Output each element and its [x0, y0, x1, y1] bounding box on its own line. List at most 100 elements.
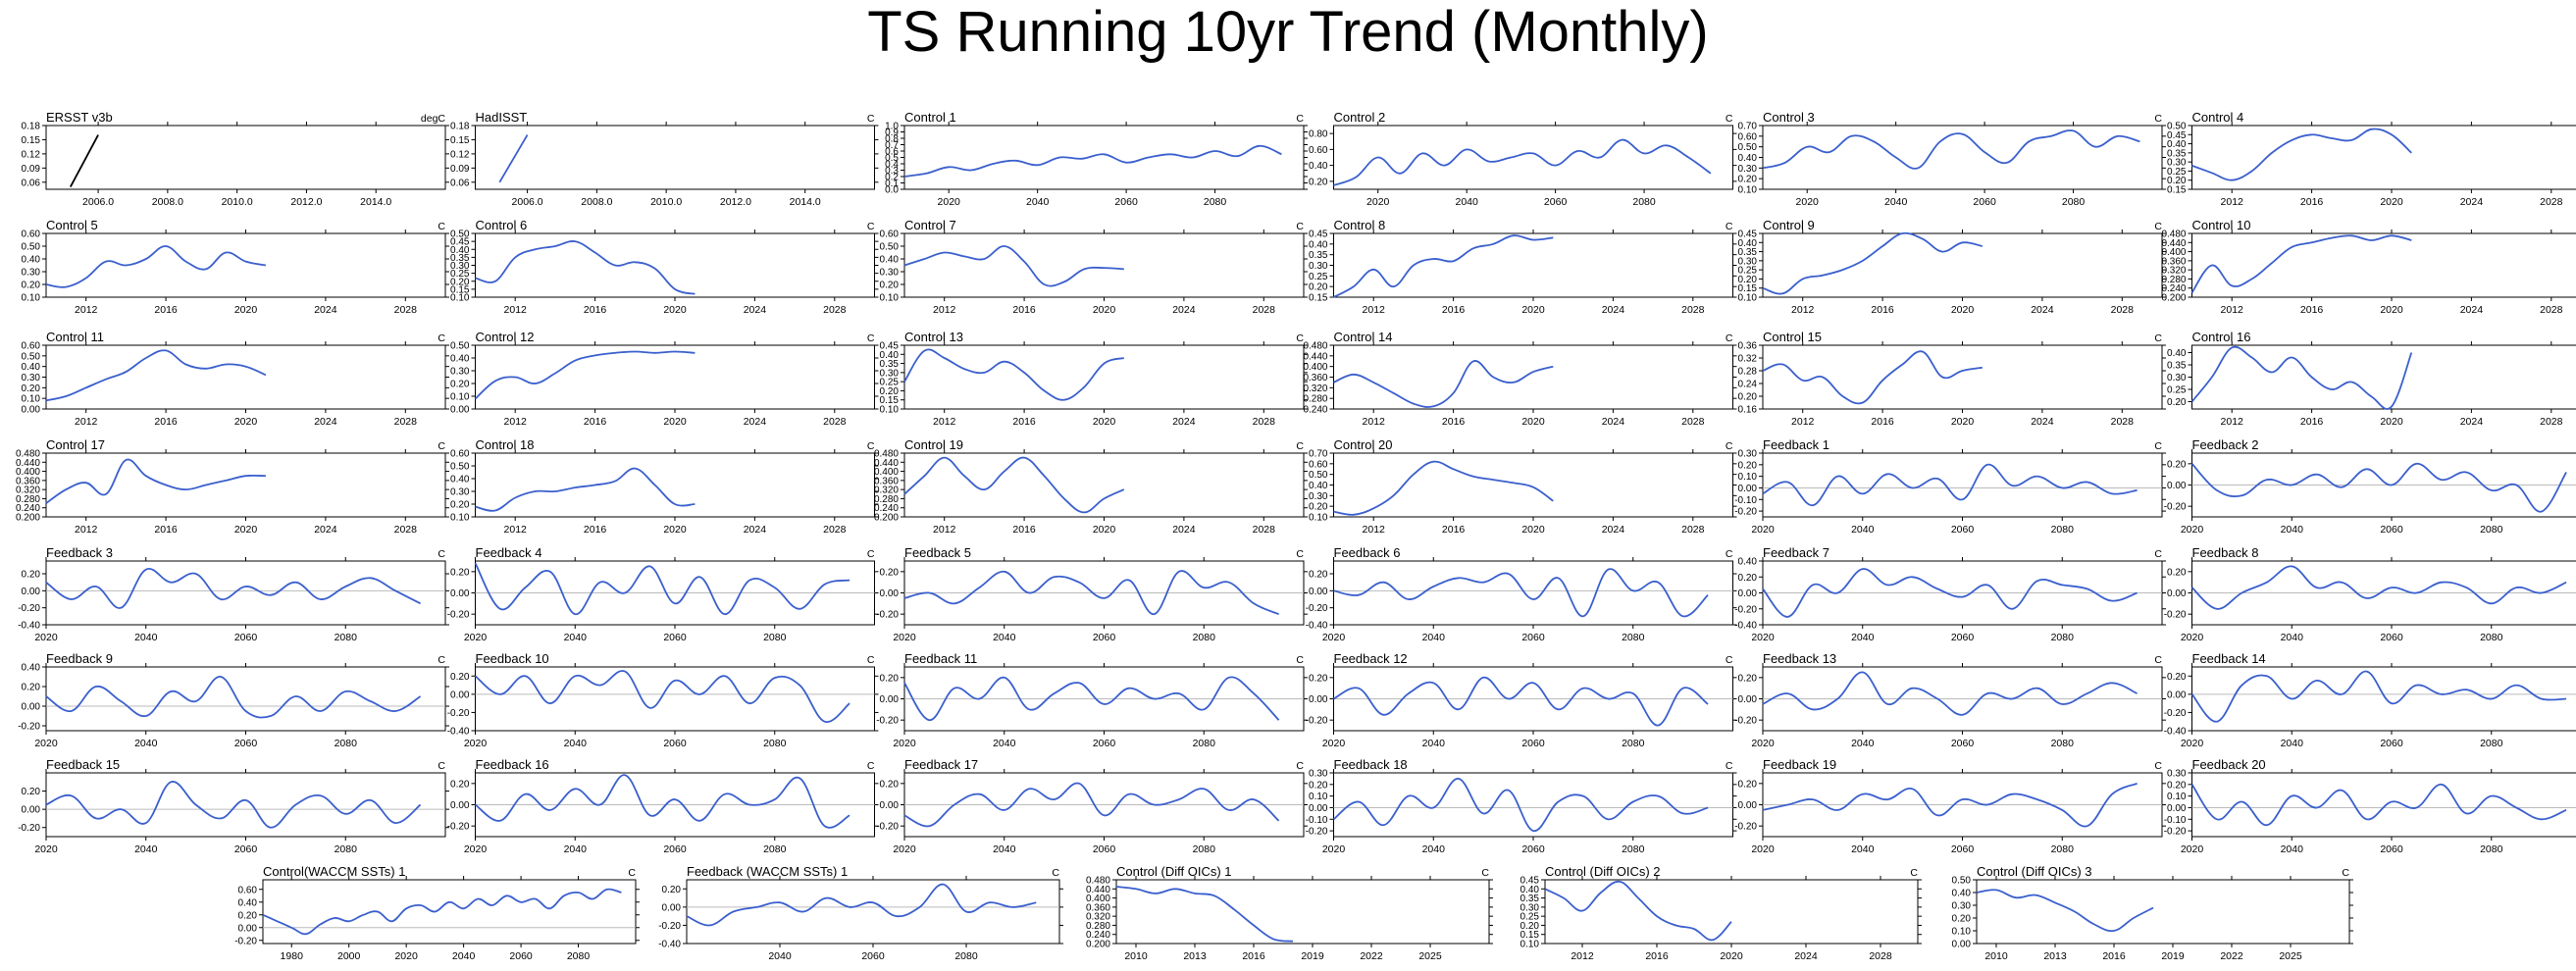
x-tick-label: 2020 — [1951, 416, 1975, 428]
panel-18: 0.200.25 0.300.35 0.40 2012 2016 2020 2024 2028… — [2167, 330, 2576, 428]
x-tick-label: 2012 — [2221, 304, 2244, 316]
panel-47: 0.00 0.10 0.20 0.30 0.40 0.50 2010 2013 2016 2019… — [1952, 864, 2353, 962]
x-tick-label: 2020 — [34, 632, 58, 643]
y-tick-label: 0.40 — [1738, 153, 1758, 164]
series-line — [1333, 460, 1554, 516]
x-tick-label: 2016 — [2300, 416, 2324, 428]
y-tick-label: 0.20 — [450, 277, 470, 287]
panel-title: Feedback (WACCM SSTs) 1 — [687, 864, 848, 879]
panel-units: C — [1296, 440, 1304, 452]
x-tick-label: 2016 — [2300, 304, 2324, 316]
panel-title: Control 20 — [1334, 437, 1393, 452]
x-tick-label: 2024 — [1602, 416, 1625, 428]
x-tick-label: 2012 — [933, 304, 956, 316]
y-tick-label: 0.00 — [450, 690, 470, 700]
series-line — [903, 570, 1279, 616]
panel-title: Control 5 — [46, 218, 98, 232]
x-tick-label: 2020 — [2181, 524, 2204, 536]
panel-units: C — [2154, 760, 2162, 772]
x-tick-label: 2020 — [663, 304, 687, 316]
panel-40: -0.20-0.100.000.100.200.30 2020 2040 2060 20… — [1306, 757, 1737, 855]
y-tick-label: 0.09 — [22, 164, 41, 175]
x-tick-label: 2016 — [2102, 950, 2126, 962]
x-tick-label: 2080 — [1632, 196, 1656, 208]
x-tick-label: 2000 — [337, 950, 361, 962]
y-tick-label: 0.240 — [2161, 283, 2186, 294]
series-line — [475, 240, 696, 295]
series-line — [2190, 670, 2567, 723]
y-tick-label: -0.20 — [447, 822, 470, 833]
y-tick-label: 0.00 — [880, 800, 900, 811]
panel-25: -0.40 -0.20 0.00 0.20 2020 2040 2060 2080 Feedba… — [18, 545, 449, 643]
series-line — [1762, 129, 2140, 170]
x-tick-label: 2040 — [1851, 524, 1875, 536]
x-tick-label: 2080 — [763, 632, 787, 643]
x-tick-label: 2040 — [1851, 632, 1875, 643]
panel-units: C — [1296, 654, 1304, 666]
x-tick-label: 2024 — [744, 524, 767, 536]
x-tick-label: 2080 — [1622, 738, 1645, 749]
panel-38: -0.20 0.00 0.20 2020 2040 2060 2080 Feedback 16… — [447, 757, 879, 855]
panel-title: Feedback 2 — [2192, 437, 2259, 452]
y-tick-label: 0.20 — [2167, 672, 2187, 683]
y-tick-label: 0.320 — [874, 486, 899, 496]
y-tick-label: 0.30 — [880, 368, 900, 379]
panel-title: HadISST — [476, 110, 528, 125]
x-tick-label: 2080 — [2051, 843, 2075, 855]
x-tick-label: 2080 — [2480, 524, 2503, 536]
x-tick-label: 2024 — [2460, 416, 2484, 428]
x-tick-label: 2020 — [1521, 304, 1545, 316]
x-tick-label: 2020 — [1322, 632, 1346, 643]
y-tick-label: 0.480 — [16, 449, 40, 460]
y-tick-label: -0.20 — [1734, 604, 1757, 615]
y-tick-label: 0.7 — [885, 140, 899, 151]
y-tick-label: 0.12 — [22, 149, 41, 160]
x-tick-label: 2024 — [1602, 304, 1625, 316]
panel-title: Control 15 — [1763, 330, 1822, 344]
x-tick-label: 2080 — [763, 843, 787, 855]
y-tick-label: -0.20 — [2164, 708, 2187, 719]
panel-title: Control 17 — [46, 437, 105, 452]
x-tick-label: 2025 — [2279, 950, 2302, 962]
x-tick-label: 2016 — [1442, 304, 1466, 316]
y-tick-label: 0.10 — [1738, 293, 1758, 304]
y-tick-label: 0.06 — [450, 178, 470, 188]
plot-frame — [1333, 232, 1733, 298]
x-tick-label: 2080 — [2480, 632, 2503, 643]
series-line — [903, 782, 1280, 828]
x-tick-label: 2060 — [1114, 196, 1138, 208]
y-tick-label: -0.20 — [876, 716, 899, 727]
panel-33: -0.20 0.00 0.20 2020 2040 2060 2080 Feedback 11… — [876, 651, 1308, 749]
series-line — [1333, 676, 1709, 727]
y-tick-label: 0.50 — [22, 351, 41, 362]
y-tick-label: 0.20 — [22, 383, 41, 394]
x-tick-label: 2024 — [314, 524, 337, 536]
y-tick-label: 0.35 — [450, 253, 470, 264]
x-tick-label: 2060 — [2380, 524, 2403, 536]
x-tick-label: 1980 — [281, 950, 304, 962]
panel-units: C — [867, 654, 875, 666]
panel-41: -0.20 0.00 0.20 2020 2040 2060 2080 Feedback 19… — [1734, 757, 2166, 855]
series-line — [474, 774, 850, 829]
y-tick-label: 0.20 — [1738, 573, 1758, 584]
x-tick-label: 2028 — [1869, 950, 1892, 962]
x-tick-label: 2020 — [1796, 196, 1820, 208]
x-tick-label: 2028 — [1681, 304, 1705, 316]
x-tick-label: 2020 — [2181, 738, 2204, 749]
y-tick-label: 0.30 — [450, 261, 470, 272]
panel-units: C — [438, 221, 445, 232]
x-tick-label: 2006.0 — [82, 196, 114, 208]
x-tick-label: 2040 — [134, 738, 158, 749]
panel-units: C — [1726, 654, 1733, 666]
panel-units: C — [1726, 113, 1733, 125]
x-tick-label: 2010 — [1124, 950, 1148, 962]
x-tick-label: 2028 — [2540, 416, 2563, 428]
x-tick-label: 2020 — [1093, 416, 1116, 428]
y-tick-label: 0.20 — [22, 570, 41, 581]
y-tick-label: 0.00 — [450, 800, 470, 811]
y-tick-label: 0.20 — [2167, 176, 2187, 186]
panel-units: C — [2154, 332, 2162, 344]
y-tick-label: 0.10 — [1738, 472, 1758, 483]
y-tick-label: 0.20 — [238, 910, 258, 921]
y-tick-label: 0.20 — [2167, 780, 2187, 791]
